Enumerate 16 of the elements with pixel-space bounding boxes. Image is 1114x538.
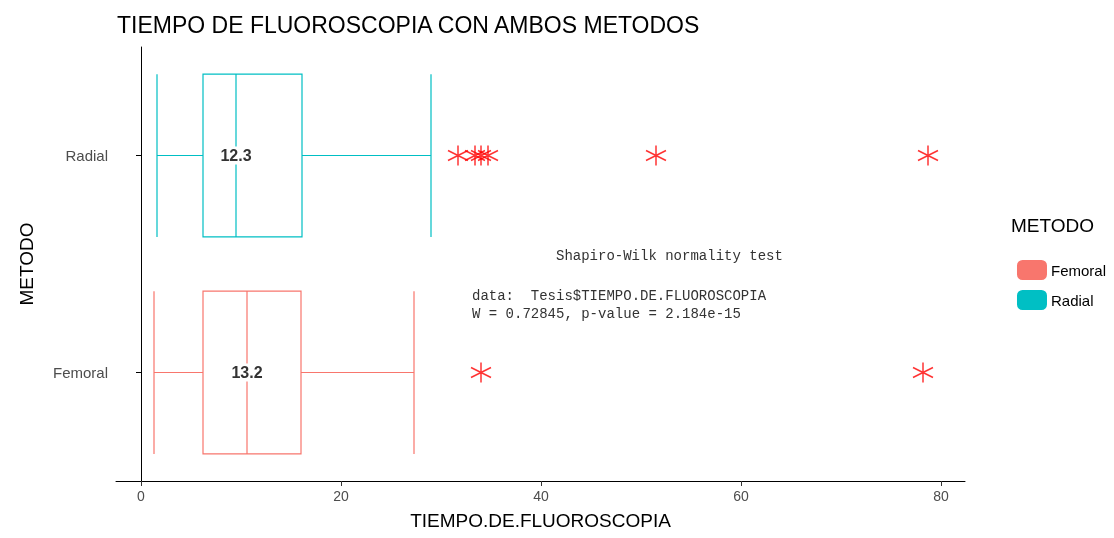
x-tick-label: 0: [137, 488, 146, 504]
x-tick-label: 80: [933, 488, 949, 504]
y-axis-title: METODO: [16, 222, 37, 306]
annotation: 13.2: [231, 364, 263, 381]
legend-label: Radial: [1050, 291, 1094, 309]
annotation: 12.3: [220, 147, 252, 164]
annotation: Shapiro-Wilk normality test: [556, 248, 783, 264]
x-tick-label: 20: [333, 488, 349, 504]
x-tick-label: 40: [533, 488, 549, 504]
annotation: data: Tesis$TIEMPO.DE.FLUOROSCOPIA: [472, 288, 767, 304]
chart-title: TIEMPO DE FLUOROSCOPIA CON AMBOS METODOS: [117, 11, 700, 38]
annotation: W = 0.72845, p-value = 2.184e-15: [472, 306, 741, 322]
x-axis-title: TIEMPO.DE.FLUOROSCOPIA: [410, 510, 672, 531]
x-tick-label: 60: [733, 488, 749, 504]
legend-title: METODO: [1010, 215, 1095, 236]
legend-label: Femoral: [1050, 261, 1106, 279]
